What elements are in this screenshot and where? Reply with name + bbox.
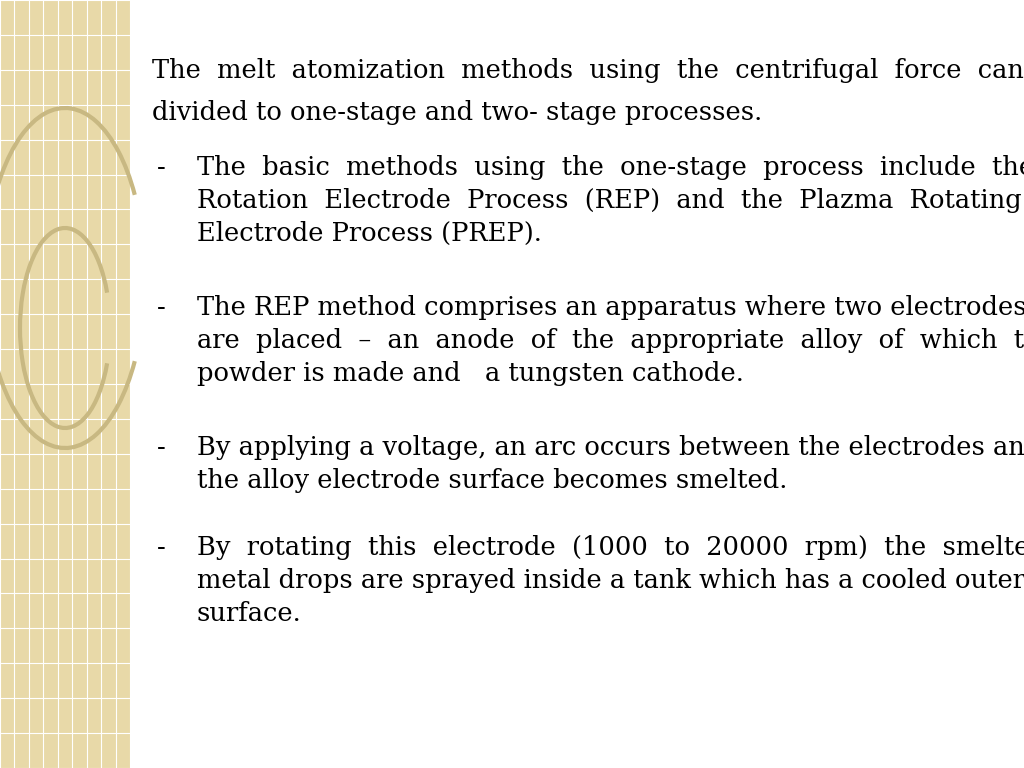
Text: By  rotating  this  electrode  (1000  to  20000  rpm)  the  smelted
metal drops : By rotating this electrode (1000 to 2000… bbox=[197, 535, 1024, 626]
Text: -: - bbox=[157, 435, 166, 460]
Text: -: - bbox=[157, 295, 166, 320]
Text: -: - bbox=[157, 155, 166, 180]
Bar bbox=[0, 0, 130, 768]
Text: The REP method comprises an apparatus where two electrodes
are  placed  –  an  a: The REP method comprises an apparatus wh… bbox=[197, 295, 1024, 386]
Text: By applying a voltage, an arc occurs between the electrodes and
the alloy electr: By applying a voltage, an arc occurs bet… bbox=[197, 435, 1024, 493]
Text: -: - bbox=[157, 535, 166, 560]
Text: The  basic  methods  using  the  one-stage  process  include  the
Rotation  Elec: The basic methods using the one-stage pr… bbox=[197, 155, 1024, 246]
Text: The  melt  atomization  methods  using  the  centrifugal  force  can  be: The melt atomization methods using the c… bbox=[152, 58, 1024, 83]
Text: divided to one-stage and two- stage processes.: divided to one-stage and two- stage proc… bbox=[152, 100, 762, 125]
